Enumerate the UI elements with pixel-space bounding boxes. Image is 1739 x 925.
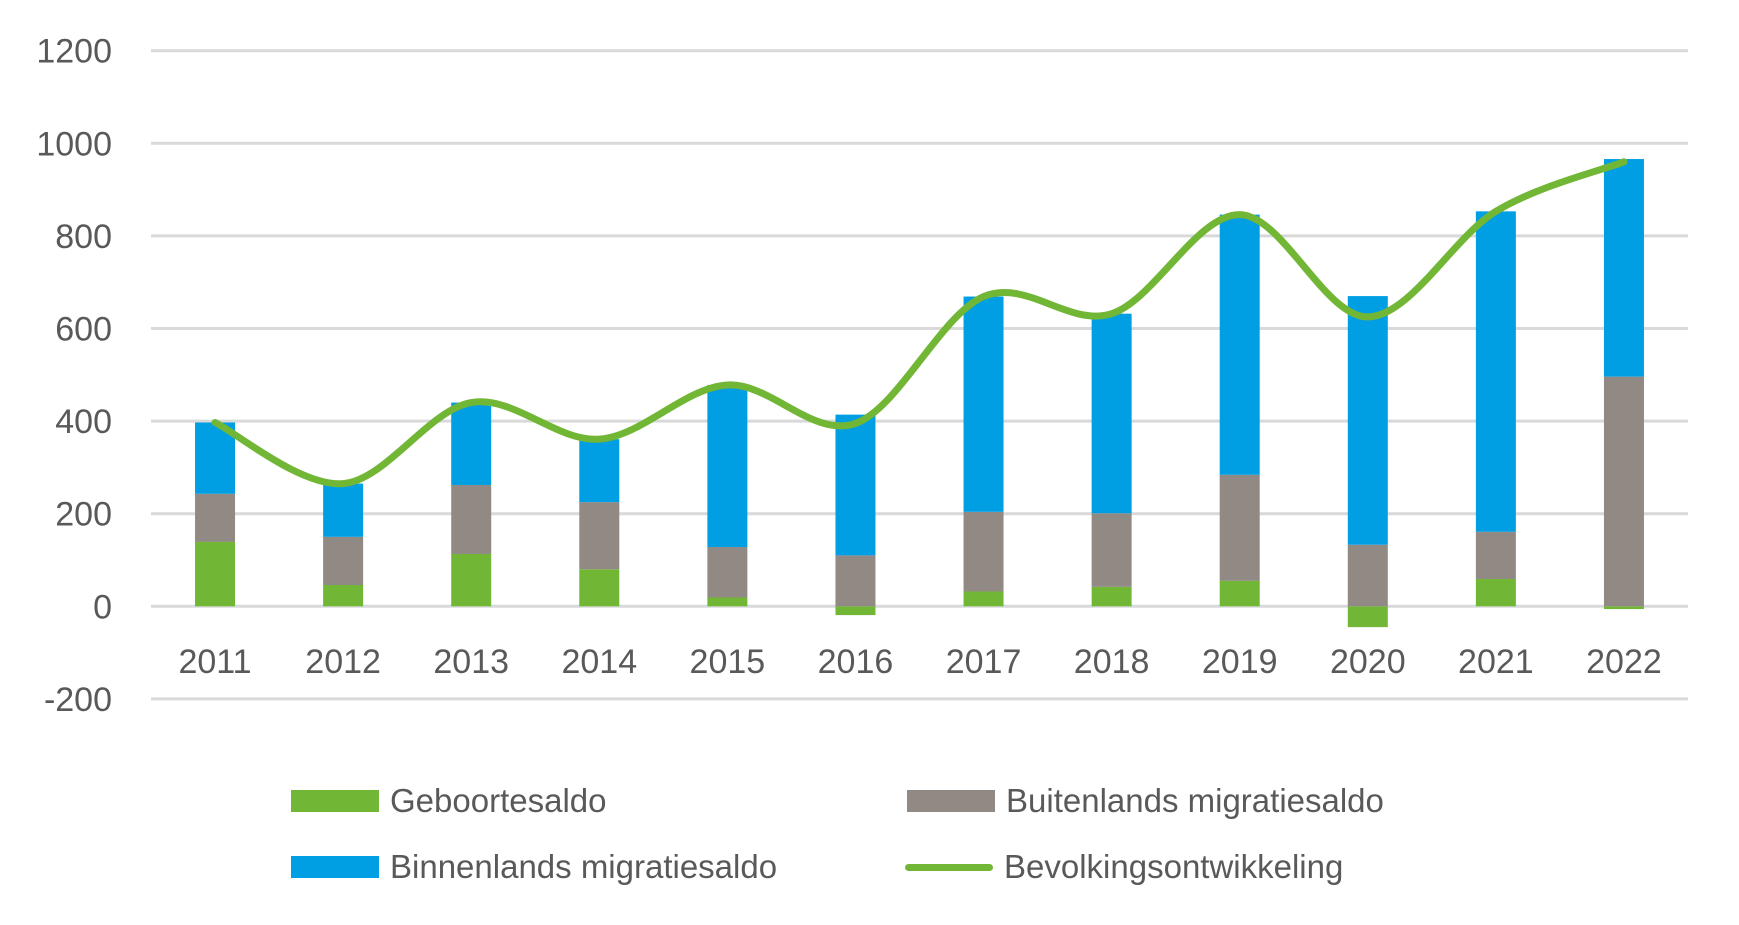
legend-swatch-buitenlands — [907, 790, 995, 812]
x-tick-label: 2014 — [561, 643, 637, 681]
y-tick-label: 800 — [55, 218, 112, 256]
y-axis-tick-labels: -200 0 200 400 600 800 1000 1200 — [36, 33, 112, 719]
y-tick-label: -200 — [44, 681, 112, 719]
bar-binnenlands-migratiesaldo-2015 — [707, 384, 748, 548]
bar-binnenlands-migratiesaldo-2018 — [1091, 313, 1132, 514]
legend-label: Buitenlands migratiesaldo — [1006, 782, 1384, 819]
y-tick-label: 400 — [55, 403, 112, 441]
legend-line-bevolkingsontwikkeling — [905, 863, 993, 871]
x-tick-label: 2017 — [946, 643, 1022, 681]
gridlines — [151, 49, 1688, 701]
bar-buitenlands-migratiesaldo-2017 — [963, 511, 1004, 592]
bar-binnenlands-migratiesaldo-2014 — [579, 439, 620, 503]
bar-binnenlands-migratiesaldo-2013 — [451, 402, 492, 485]
x-tick-label: 2020 — [1330, 643, 1406, 681]
bar-buitenlands-migratiesaldo-2021 — [1475, 531, 1516, 579]
x-tick-label: 2021 — [1458, 643, 1534, 681]
x-tick-label: 2012 — [305, 643, 381, 681]
x-tick-label: 2019 — [1202, 643, 1278, 681]
x-tick-label: 2016 — [818, 643, 894, 681]
bar-geboortesaldo-2019 — [1219, 580, 1260, 607]
x-tick-label: 2011 — [178, 643, 251, 681]
bar-binnenlands-migratiesaldo-2020 — [1347, 296, 1388, 545]
bar-geboortesaldo-2013 — [451, 553, 492, 607]
bar-binnenlands-migratiesaldo-2021 — [1475, 211, 1516, 532]
bar-geboortesaldo-2012 — [323, 585, 364, 607]
bar-binnenlands-migratiesaldo-2016 — [835, 414, 876, 556]
x-tick-label: 2015 — [690, 643, 766, 681]
legend-item-geboortesaldo: Geboortesaldo — [291, 782, 606, 820]
y-tick-label: 1200 — [36, 33, 112, 71]
legend-label: Geboortesaldo — [390, 782, 607, 819]
bar-geboortesaldo-2017 — [963, 591, 1004, 607]
bar-binnenlands-migratiesaldo-2012 — [323, 483, 364, 537]
y-tick-label: 1000 — [36, 125, 112, 163]
bar-buitenlands-migratiesaldo-2013 — [451, 484, 492, 554]
bar-binnenlands-migratiesaldo-2017 — [963, 296, 1004, 512]
bar-geboortesaldo-2015 — [707, 597, 748, 607]
legend-item-binnenlands: Binnenlands migratiesaldo — [291, 848, 777, 886]
bar-geboortesaldo-2014 — [579, 569, 620, 607]
bar-buitenlands-migratiesaldo-2022 — [1603, 376, 1644, 607]
bar-geboortesaldo-2018 — [1091, 586, 1132, 607]
bar-geboortesaldo-2020 — [1347, 606, 1388, 628]
y-tick-label: 600 — [55, 311, 112, 349]
line-bevolkingsontwikkeling — [211, 158, 1628, 488]
bar-buitenlands-migratiesaldo-2016 — [835, 555, 876, 607]
legend-label: Binnenlands migratiesaldo — [390, 848, 778, 885]
bar-binnenlands-migratiesaldo-2019 — [1219, 214, 1260, 475]
bar-buitenlands-migratiesaldo-2011 — [195, 493, 236, 542]
legend-label: Bevolkingsontwikkeling — [1004, 848, 1344, 885]
line-series — [211, 158, 1628, 488]
bar-geboortesaldo-2011 — [195, 541, 236, 607]
bar-buitenlands-migratiesaldo-2012 — [323, 536, 364, 586]
legend-item-buitenlands: Buitenlands migratiesaldo — [907, 782, 1384, 820]
bars — [195, 159, 1644, 628]
bar-geboortesaldo-2016 — [835, 606, 876, 616]
bar-buitenlands-migratiesaldo-2015 — [707, 547, 748, 598]
bar-binnenlands-migratiesaldo-2022 — [1603, 159, 1644, 377]
bar-buitenlands-migratiesaldo-2020 — [1347, 544, 1388, 607]
x-tick-label: 2022 — [1586, 643, 1662, 681]
legend-swatch-geboortesaldo — [291, 790, 379, 812]
legend-swatch-binnenlands — [291, 856, 379, 878]
bar-geboortesaldo-2022 — [1603, 606, 1644, 610]
x-tick-label: 2018 — [1074, 643, 1150, 681]
bar-buitenlands-migratiesaldo-2019 — [1219, 474, 1260, 581]
y-tick-label: 200 — [55, 496, 112, 534]
bar-buitenlands-migratiesaldo-2014 — [579, 502, 620, 570]
bar-geboortesaldo-2021 — [1475, 578, 1516, 607]
x-axis-tick-labels: 2011 2012 2013 2014 2015 2016 2017 2018 2019 2020… — [178, 643, 1661, 681]
bar-buitenlands-migratiesaldo-2018 — [1091, 513, 1132, 587]
y-tick-label: 0 — [93, 588, 112, 626]
x-tick-label: 2013 — [433, 643, 509, 681]
legend-item-bevolkingsontwikkeling: Bevolkingsontwikkeling — [905, 848, 1343, 886]
